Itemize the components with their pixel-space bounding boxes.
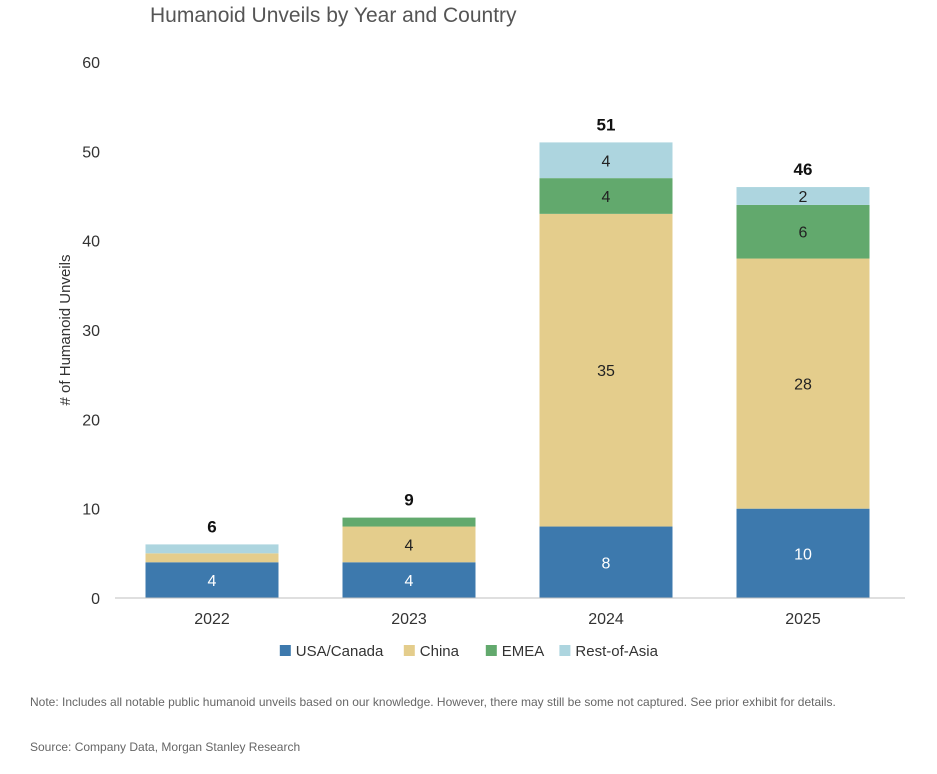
legend-item-rest-of-asia: Rest-of-Asia bbox=[559, 643, 659, 660]
chart-title: Humanoid Unveils by Year and Country bbox=[150, 4, 517, 27]
legend-swatch bbox=[559, 645, 571, 656]
bar-segment-china-2024 bbox=[539, 213, 673, 527]
bar-total-label: 46 bbox=[794, 160, 813, 179]
bar-data-label: 8 bbox=[602, 555, 611, 572]
source-line: Source: Company Data, Morgan Stanley Res… bbox=[30, 740, 301, 754]
bar-segment-usa-canada-2023 bbox=[342, 562, 476, 598]
bar-segment-rest-of-asia-2024 bbox=[539, 142, 673, 179]
bar-data-label: 4 bbox=[602, 189, 611, 206]
y-tick-label: 0 bbox=[91, 591, 100, 608]
bar-segment-emea-2024 bbox=[539, 178, 673, 214]
legend-swatch bbox=[403, 645, 415, 656]
footnote: Note: Includes all notable public humano… bbox=[30, 695, 836, 709]
bar-segment-china-2023 bbox=[342, 526, 476, 563]
legend-label: EMEA bbox=[502, 643, 545, 660]
x-axis: 2022 2023 2024 2025 bbox=[194, 611, 821, 628]
bar-segment-rest-of-asia-2025 bbox=[736, 187, 870, 205]
bar-segment-china-2022 bbox=[145, 553, 279, 563]
y-tick-label: 60 bbox=[82, 55, 100, 72]
bar-data-label: 28 bbox=[794, 377, 812, 394]
legend-label: China bbox=[420, 643, 460, 660]
legend: USA/Canada China EMEA Rest-of-Asia bbox=[279, 643, 659, 660]
y-axis-label: # of Humanoid Unveils bbox=[57, 255, 74, 406]
bar-segment-usa-canada-2024 bbox=[539, 526, 673, 598]
bar-segment-emea-2025 bbox=[736, 204, 870, 259]
bar-data-label: 6 bbox=[799, 225, 808, 242]
x-tick-label: 2025 bbox=[785, 611, 821, 628]
bar-segment-china-2025 bbox=[736, 258, 870, 509]
bar-data-label: 35 bbox=[597, 363, 615, 380]
legend-item-china: China bbox=[403, 643, 460, 660]
y-tick-label: 30 bbox=[82, 323, 100, 340]
bar-total-label: 6 bbox=[207, 517, 216, 536]
bar-segment-usa-canada-2022 bbox=[145, 562, 279, 598]
legend-item-emea: EMEA bbox=[485, 643, 545, 660]
bar-segment-emea-2023 bbox=[342, 517, 476, 527]
bar-data-label: 4 bbox=[405, 537, 414, 554]
bar-total-label: 51 bbox=[597, 115, 616, 134]
x-tick-label: 2022 bbox=[194, 611, 230, 628]
bar-segment-rest-of-asia-2022 bbox=[145, 544, 279, 554]
bar-data-label: 10 bbox=[794, 546, 812, 563]
x-tick-label: 2024 bbox=[588, 611, 624, 628]
y-tick-label: 50 bbox=[82, 144, 100, 161]
bar-data-label: 4 bbox=[208, 573, 217, 590]
legend-label: USA/Canada bbox=[296, 643, 384, 660]
legend-label: Rest-of-Asia bbox=[575, 643, 658, 660]
y-tick-label: 40 bbox=[82, 234, 100, 251]
x-tick-label: 2023 bbox=[391, 611, 427, 628]
bar-total-label: 9 bbox=[404, 491, 413, 510]
bar-data-label: 4 bbox=[602, 153, 611, 170]
y-tick-label: 20 bbox=[82, 412, 100, 429]
legend-item-usa-canada: USA/Canada bbox=[279, 643, 384, 660]
legend-swatch bbox=[279, 645, 291, 656]
bar-data-label: 4 bbox=[405, 573, 414, 590]
legend-swatch bbox=[485, 645, 497, 656]
bar-data-label: 2 bbox=[799, 189, 808, 206]
y-tick-label: 10 bbox=[82, 502, 100, 519]
bar-segment-usa-canada-2025 bbox=[736, 508, 870, 598]
y-axis: 0 10 20 30 40 50 60 bbox=[82, 55, 100, 608]
